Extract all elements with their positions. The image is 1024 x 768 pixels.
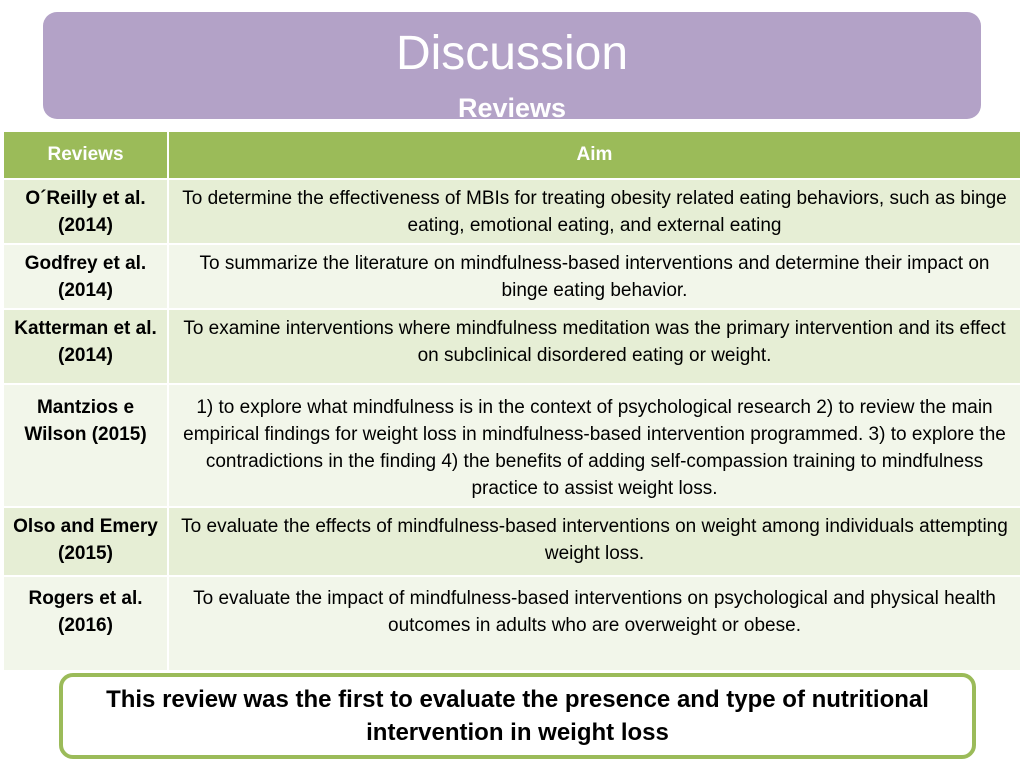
table-header-row: Reviews Aim [4, 132, 1020, 179]
aim-cell: 1) to explore what mindfulness is in the… [168, 383, 1020, 507]
review-cell: Godfrey et al. (2014) [4, 243, 169, 309]
review-cell: Rogers et al. (2016) [4, 575, 169, 670]
aim-cell: To evaluate the effects of mindfulness-b… [168, 506, 1020, 576]
conclusion-box: This review was the first to evaluate th… [59, 673, 976, 759]
table-row: Olso and Emery (2015) To evaluate the ef… [4, 506, 1020, 576]
table-row: Katterman et al. (2014) To examine inter… [4, 308, 1020, 384]
page-title: Discussion [395, 27, 629, 80]
review-cell: Olso and Emery (2015) [4, 506, 169, 576]
review-cell: O´Reilly et al. (2014) [4, 178, 169, 244]
aim-cell: To evaluate the impact of mindfulness-ba… [168, 575, 1020, 670]
page-subtitle: Reviews [457, 93, 567, 123]
conclusion-text: This review was the first to evaluate th… [106, 686, 929, 746]
aim-cell: To summarize the literature on mindfulne… [168, 243, 1020, 309]
table-row: Mantzios e Wilson (2015) 1) to explore w… [4, 383, 1020, 507]
title-banner: Discussion Reviews [43, 12, 981, 123]
reviews-table: Reviews Aim O´Reilly et al. (2014) To de… [4, 132, 1020, 670]
column-header-reviews: Reviews [4, 132, 169, 179]
table-row: O´Reilly et al. (2014) To determine the … [4, 178, 1020, 244]
column-header-aim: Aim [168, 132, 1020, 179]
table-row: Godfrey et al. (2014) To summarize the l… [4, 243, 1020, 309]
aim-cell: To determine the effectiveness of MBIs f… [168, 178, 1020, 244]
table-row: Rogers et al. (2016) To evaluate the imp… [4, 575, 1020, 670]
aim-cell: To examine interventions where mindfulne… [168, 308, 1020, 384]
review-cell: Katterman et al. (2014) [4, 308, 169, 384]
review-cell: Mantzios e Wilson (2015) [4, 383, 169, 507]
